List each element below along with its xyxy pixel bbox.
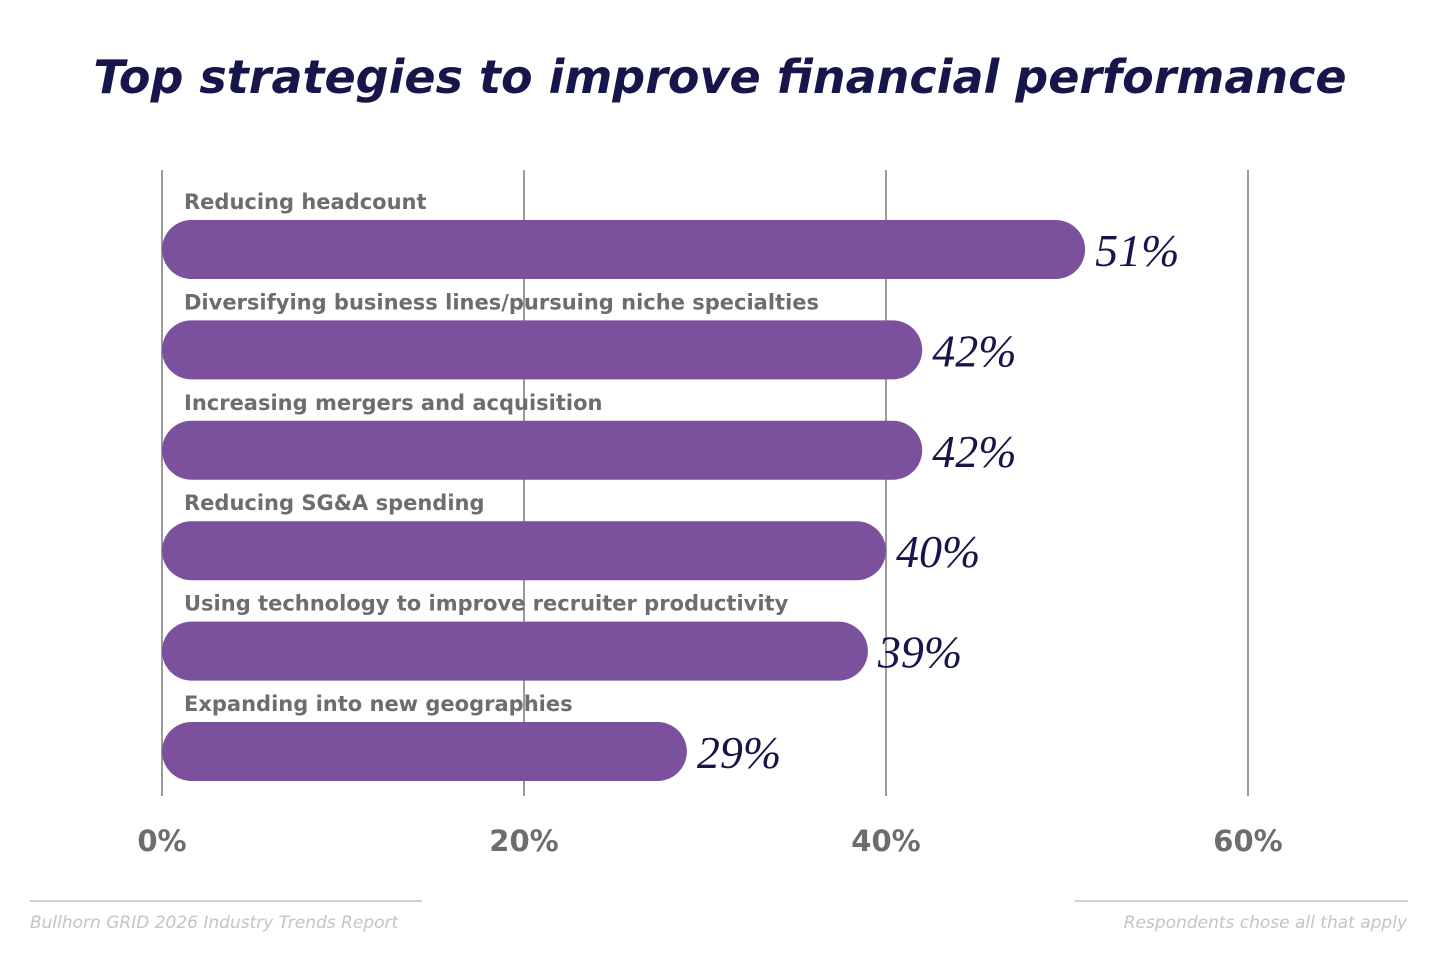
category-label: Increasing mergers and acquisition [184,391,602,415]
bar [162,420,923,480]
source-note: Bullhorn GRID 2026 Industry Trends Repor… [30,913,400,933]
x-tick-label: 0% [137,824,186,858]
bar [162,521,886,581]
value-label: 42% [932,426,1016,477]
value-label: 40% [896,526,980,577]
bar [162,220,1086,279]
value-label: 39% [877,627,962,678]
respondents-note: Respondents chose all that apply [1124,913,1408,933]
category-label: Reducing SG&A spending [184,491,485,515]
x-tick-label: 20% [489,824,558,858]
category-label: Reducing headcount [184,190,427,214]
bar [162,621,868,681]
value-label: 51% [1095,225,1179,276]
bar [162,320,923,380]
category-label: Using technology to improve recruiter pr… [184,592,789,616]
chart-title: Top strategies to improve financial perf… [93,50,1346,104]
value-label: 29% [697,727,781,778]
x-tick-label: 40% [851,824,920,858]
value-label: 42% [932,325,1016,376]
bar [162,722,687,781]
x-tick-label: 60% [1213,824,1282,858]
category-label: Diversifying business lines/pursuing nic… [184,290,819,314]
category-label: Expanding into new geographies [184,692,573,716]
